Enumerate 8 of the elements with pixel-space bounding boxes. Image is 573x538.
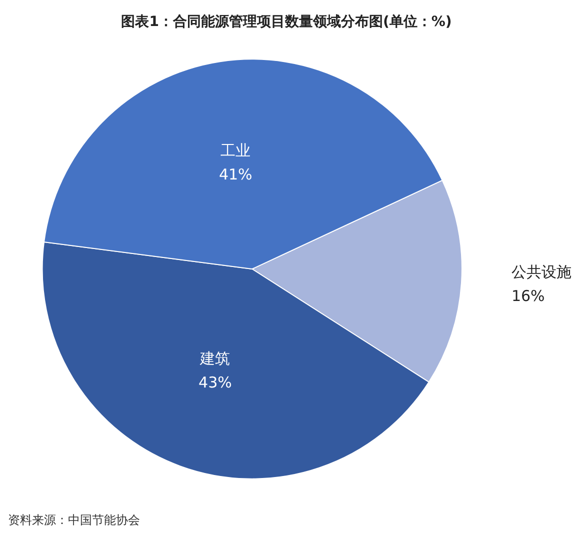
slice-label: 公共设施 — [511, 262, 572, 281]
data-label: 16% — [511, 286, 545, 305]
text: 资料来源：中国节能协会 — [8, 513, 140, 527]
slice-label: 工业 — [220, 141, 251, 160]
data-label: 41% — [218, 165, 252, 184]
data-label: 43% — [198, 373, 232, 392]
slice-label: 建筑 — [199, 349, 230, 368]
chart-title: 图表1：合同能源管理项目数量领域分布图(单位：%) — [121, 14, 452, 30]
